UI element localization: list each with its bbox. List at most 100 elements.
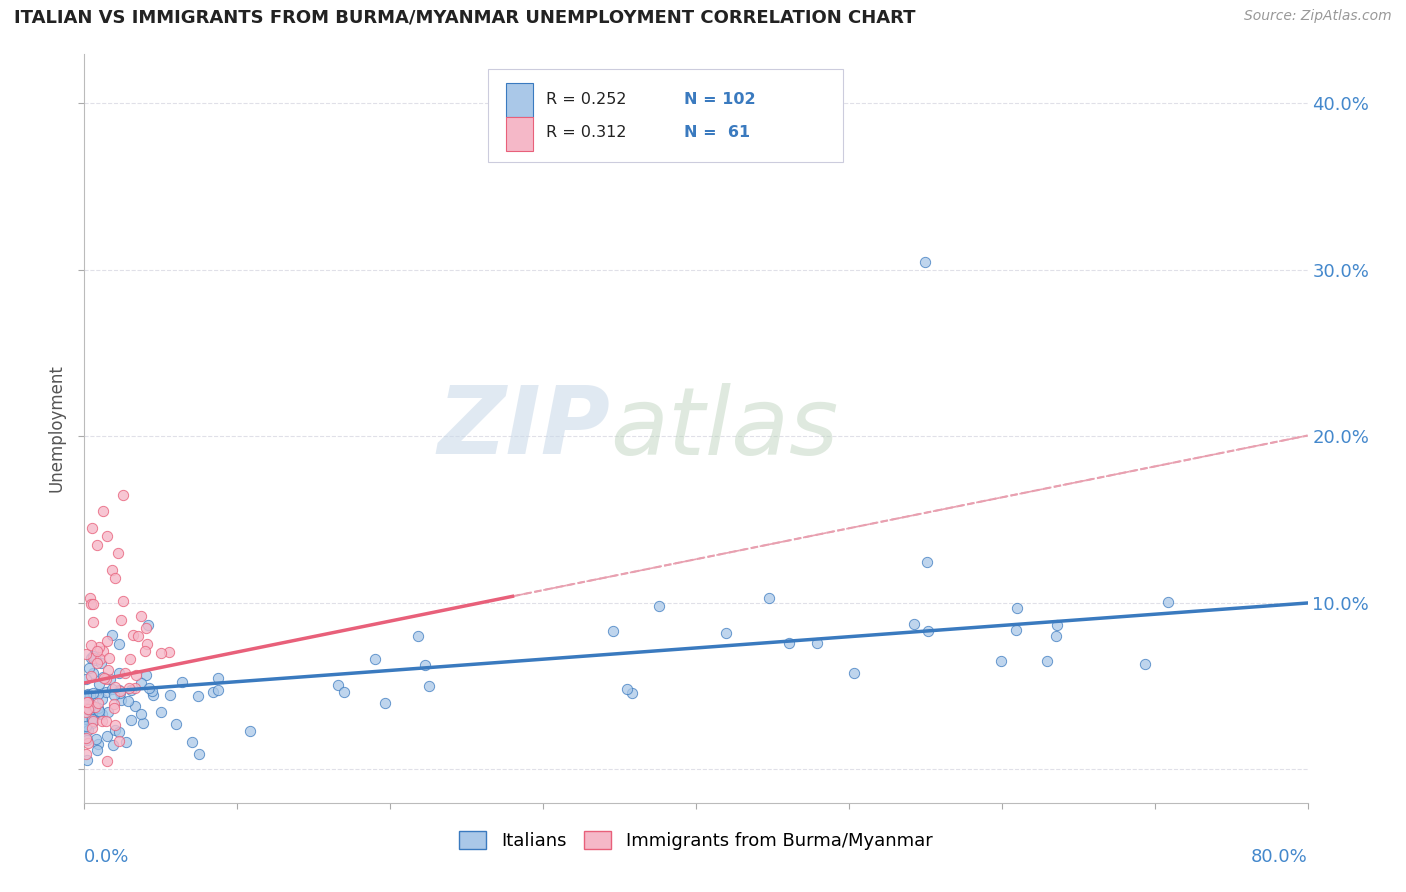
Point bbox=[82, 666, 104, 681]
Point bbox=[101, 628, 124, 642]
Text: R = 0.312: R = 0.312 bbox=[546, 125, 626, 140]
Point bbox=[1005, 601, 1028, 615]
Point bbox=[84, 653, 107, 667]
Point bbox=[110, 693, 132, 707]
Point bbox=[239, 723, 262, 738]
Point bbox=[187, 689, 209, 703]
Point bbox=[86, 687, 108, 701]
Point bbox=[135, 668, 157, 682]
Point bbox=[104, 681, 127, 695]
Point bbox=[76, 695, 98, 709]
Point bbox=[914, 254, 936, 268]
Point bbox=[103, 701, 125, 715]
Point bbox=[80, 668, 103, 682]
Point bbox=[648, 599, 671, 614]
Point bbox=[96, 754, 118, 768]
Point bbox=[110, 613, 132, 627]
Point bbox=[80, 597, 103, 611]
Point bbox=[418, 679, 440, 693]
Point bbox=[170, 674, 193, 689]
Point bbox=[96, 672, 118, 686]
Point bbox=[108, 725, 131, 739]
Point bbox=[142, 688, 165, 702]
Point bbox=[77, 687, 100, 701]
Point bbox=[115, 735, 138, 749]
Point bbox=[91, 504, 114, 518]
Point bbox=[104, 571, 127, 585]
Point bbox=[129, 676, 152, 690]
FancyBboxPatch shape bbox=[506, 117, 533, 151]
Point bbox=[79, 661, 101, 675]
Point bbox=[118, 681, 141, 695]
Y-axis label: Unemployment: Unemployment bbox=[48, 364, 66, 492]
Point bbox=[114, 666, 136, 681]
Point bbox=[75, 647, 97, 661]
Point bbox=[100, 672, 122, 686]
Point bbox=[180, 735, 202, 749]
Point bbox=[82, 712, 104, 726]
Point bbox=[82, 648, 104, 663]
Point bbox=[89, 705, 111, 719]
Point bbox=[124, 698, 146, 713]
Point bbox=[188, 747, 211, 762]
Point bbox=[75, 672, 97, 686]
Point bbox=[80, 651, 103, 665]
Point bbox=[82, 597, 104, 611]
Point bbox=[83, 700, 105, 714]
Point bbox=[96, 730, 118, 744]
Point bbox=[107, 546, 129, 560]
Point bbox=[101, 681, 124, 696]
Point bbox=[76, 720, 98, 734]
Point bbox=[75, 731, 97, 745]
Point bbox=[415, 657, 437, 672]
Point bbox=[104, 718, 127, 732]
Point bbox=[80, 521, 103, 535]
Point bbox=[328, 677, 350, 691]
Point bbox=[127, 629, 149, 643]
Point bbox=[80, 721, 103, 735]
Point bbox=[97, 705, 120, 719]
Point bbox=[150, 706, 173, 720]
Point bbox=[80, 716, 103, 731]
Point bbox=[364, 651, 387, 665]
Point bbox=[134, 644, 156, 658]
Point bbox=[87, 706, 110, 721]
Point bbox=[129, 608, 152, 623]
Point bbox=[202, 685, 225, 699]
Text: ZIP: ZIP bbox=[437, 382, 610, 475]
Point bbox=[82, 714, 104, 728]
Point bbox=[90, 707, 112, 722]
Point bbox=[76, 732, 98, 747]
Point bbox=[616, 682, 638, 697]
Point bbox=[87, 677, 110, 691]
Point bbox=[758, 591, 780, 605]
Text: 80.0%: 80.0% bbox=[1251, 847, 1308, 866]
Point bbox=[207, 671, 229, 685]
Point bbox=[141, 684, 163, 698]
Point bbox=[125, 668, 148, 682]
Point bbox=[108, 734, 131, 748]
Point bbox=[165, 716, 187, 731]
Point bbox=[80, 638, 103, 652]
Point bbox=[903, 617, 925, 632]
Point bbox=[97, 664, 120, 678]
Point bbox=[87, 700, 110, 714]
Point bbox=[138, 681, 160, 695]
Point bbox=[82, 705, 104, 719]
Point bbox=[132, 715, 155, 730]
Text: N =  61: N = 61 bbox=[683, 125, 749, 140]
Point bbox=[93, 671, 115, 685]
Point bbox=[93, 644, 115, 658]
Point bbox=[90, 656, 112, 670]
Point bbox=[86, 538, 108, 552]
Point bbox=[915, 555, 938, 569]
Point bbox=[79, 688, 101, 702]
Text: 0.0%: 0.0% bbox=[84, 847, 129, 866]
Point bbox=[806, 636, 828, 650]
Point bbox=[1133, 657, 1156, 671]
Point bbox=[1046, 618, 1069, 632]
Point bbox=[917, 624, 939, 638]
Text: ITALIAN VS IMMIGRANTS FROM BURMA/MYANMAR UNEMPLOYMENT CORRELATION CHART: ITALIAN VS IMMIGRANTS FROM BURMA/MYANMAR… bbox=[14, 9, 915, 27]
Point bbox=[96, 529, 118, 543]
Text: N = 102: N = 102 bbox=[683, 92, 755, 107]
